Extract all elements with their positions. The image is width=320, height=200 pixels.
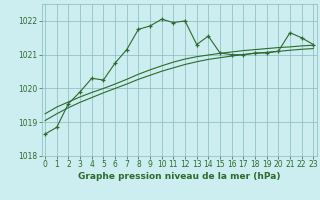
X-axis label: Graphe pression niveau de la mer (hPa): Graphe pression niveau de la mer (hPa) xyxy=(78,172,280,181)
